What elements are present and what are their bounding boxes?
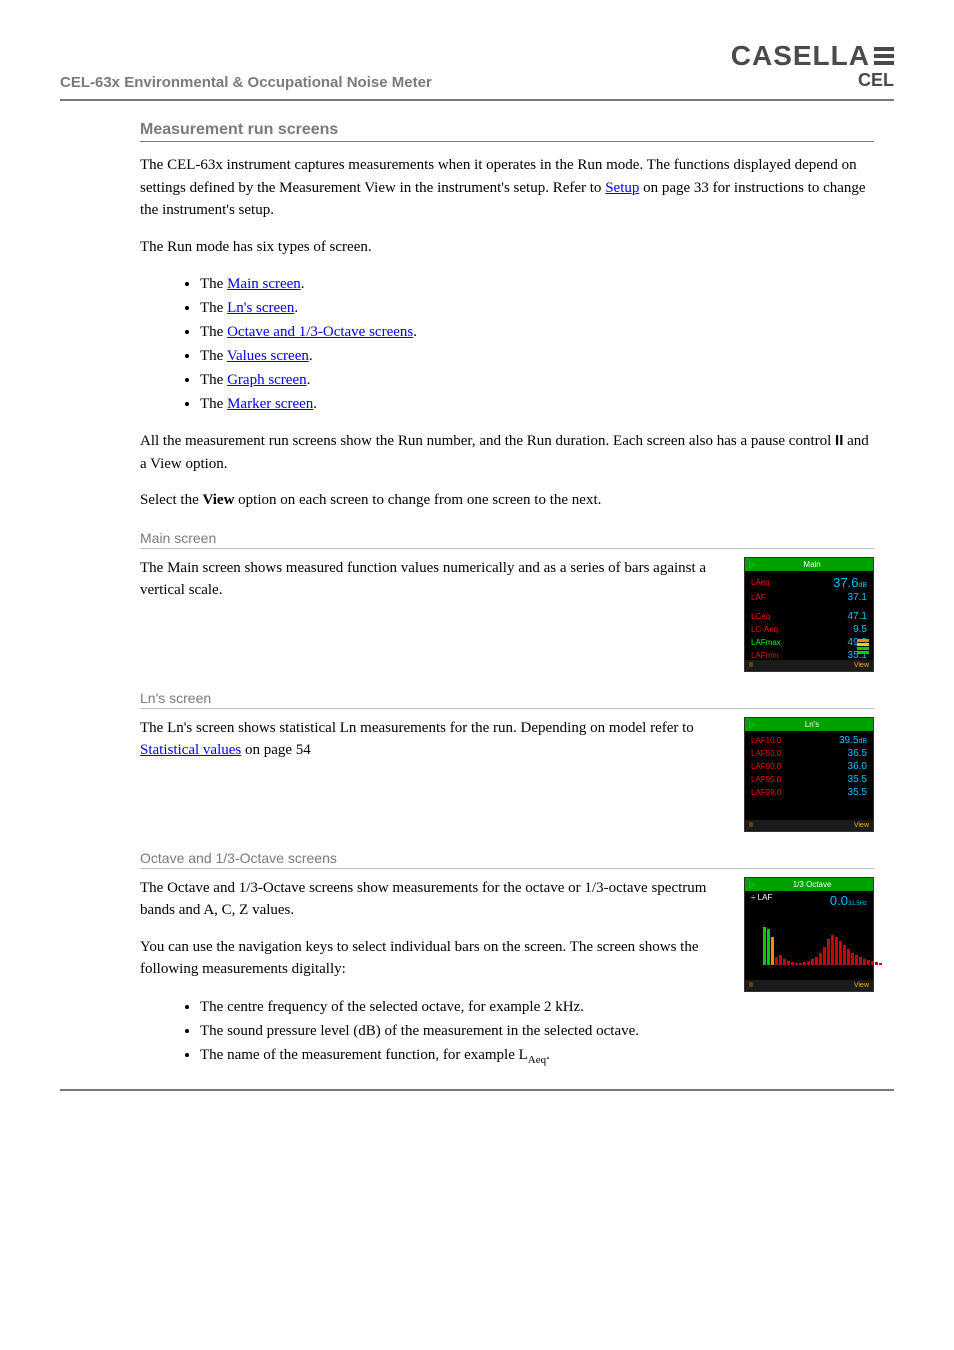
footer-divider xyxy=(60,1089,894,1091)
graph-screen-link[interactable]: Graph screen xyxy=(227,372,307,388)
octave-para2: You can use the navigation keys to selec… xyxy=(140,936,732,981)
octave-screen-heading: Octave and 1/3-Octave screens xyxy=(140,850,874,869)
thumb-value: 37.6 xyxy=(833,575,858,590)
header-divider xyxy=(60,99,894,101)
thumb-label: LAF99.0 xyxy=(751,788,781,797)
thumb-label: LCeq xyxy=(751,612,770,621)
thumb-value: 35.5 xyxy=(848,787,867,798)
product-title: CEL-63x Environmental & Occupational Noi… xyxy=(60,74,432,91)
marker-screen-link[interactable]: Marker screen xyxy=(227,396,313,412)
view-option-paragraph: Select the View option on each screen to… xyxy=(140,489,874,512)
run-screens-paragraph: All the measurement run screens show the… xyxy=(140,430,874,475)
thumb-label: LAF90.0 xyxy=(751,762,781,771)
section-heading: Measurement run screens xyxy=(140,121,874,142)
list-item: The Marker screen. xyxy=(200,392,874,416)
list-item: The Values screen. xyxy=(200,344,874,368)
play-icon: ▷ xyxy=(749,720,755,729)
logo-text: CASELLA xyxy=(731,40,870,72)
lns-screen-thumbnail: ▷ Ln's LAF10.039.5dB LAF50.036.5 LAF90.0… xyxy=(744,717,874,832)
list-item: The centre frequency of the selected oct… xyxy=(200,995,874,1019)
thumb-label: LAF xyxy=(751,593,766,602)
list-item: The Graph screen. xyxy=(200,368,874,392)
pause-icon: II xyxy=(749,662,753,669)
thumb-value: 35.5 xyxy=(848,774,867,785)
casella-logo: CASELLA CEL xyxy=(731,40,894,91)
logo-subtext: CEL xyxy=(731,70,894,91)
lns-screen-heading: Ln's screen xyxy=(140,690,874,709)
values-screen-link[interactable]: Values screen xyxy=(227,348,309,364)
thumb-title: Main xyxy=(803,560,820,569)
octave-screen-thumbnail: ▷ 1/3 Octave ÷ LAF 0.031.5Hz II View xyxy=(744,877,874,992)
thumb-label: LAFmin xyxy=(751,651,779,660)
octave-screen-link[interactable]: Octave and 1/3-Octave screens xyxy=(227,324,413,340)
thumb-label: LAF95.0 xyxy=(751,775,781,784)
main-screen-text: The Main screen shows measured function … xyxy=(140,557,732,602)
octave-para1: The Octave and 1/3-Octave screens show m… xyxy=(140,877,732,922)
main-screen-link[interactable]: Main screen xyxy=(227,276,301,292)
thumb-value: 36.0 xyxy=(848,761,867,772)
setup-link[interactable]: Setup xyxy=(605,180,639,196)
thumb-label: LC-Aeq xyxy=(751,625,778,634)
list-item: The Main screen. xyxy=(200,272,874,296)
play-icon: ▷ xyxy=(749,560,755,569)
lns-screen-link[interactable]: Ln's screen xyxy=(227,300,294,316)
screen-list: The Main screen. The Ln's screen. The Oc… xyxy=(200,272,874,416)
main-screen-heading: Main screen xyxy=(140,530,874,549)
list-item: The Octave and 1/3-Octave screens. xyxy=(200,320,874,344)
run-mode-paragraph: The Run mode has six types of screen. xyxy=(140,236,874,259)
statistical-values-link[interactable]: Statistical values xyxy=(140,742,241,758)
intro-paragraph: The CEL-63x instrument captures measurem… xyxy=(140,154,874,222)
view-label: View xyxy=(854,662,869,669)
thumb-title: 1/3 Octave xyxy=(793,880,832,889)
list-item: The sound pressure level (dB) of the mea… xyxy=(200,1019,874,1043)
logo-bars-icon xyxy=(874,47,894,65)
thumb-bar-scale xyxy=(857,574,869,655)
view-label: View xyxy=(854,822,869,829)
thumb-value: 39.5 xyxy=(839,735,858,746)
thumb-label: LAF10.0 xyxy=(751,736,781,745)
list-item: The name of the measurement function, fo… xyxy=(200,1043,874,1070)
thumb-label: LAeq xyxy=(751,578,770,587)
thumb-value: 36.5 xyxy=(848,748,867,759)
octave-spectrum-chart xyxy=(751,902,867,973)
view-label: View xyxy=(854,982,869,989)
thumb-title: Ln's xyxy=(805,720,819,729)
thumb-label: LAF50.0 xyxy=(751,749,781,758)
pause-icon: II xyxy=(749,982,753,989)
pause-icon: II xyxy=(749,822,753,829)
play-icon: ▷ xyxy=(749,880,755,889)
main-screen-thumbnail: ▷ Main LAeq37.6dB LAF37.1 LCeq47.1 LC-Ae… xyxy=(744,557,874,672)
octave-bullets: The centre frequency of the selected oct… xyxy=(200,995,874,1070)
thumb-label: LAFmax xyxy=(751,638,781,647)
lns-screen-text: The Ln's screen shows statistical Ln mea… xyxy=(140,717,732,762)
list-item: The Ln's screen. xyxy=(200,296,874,320)
